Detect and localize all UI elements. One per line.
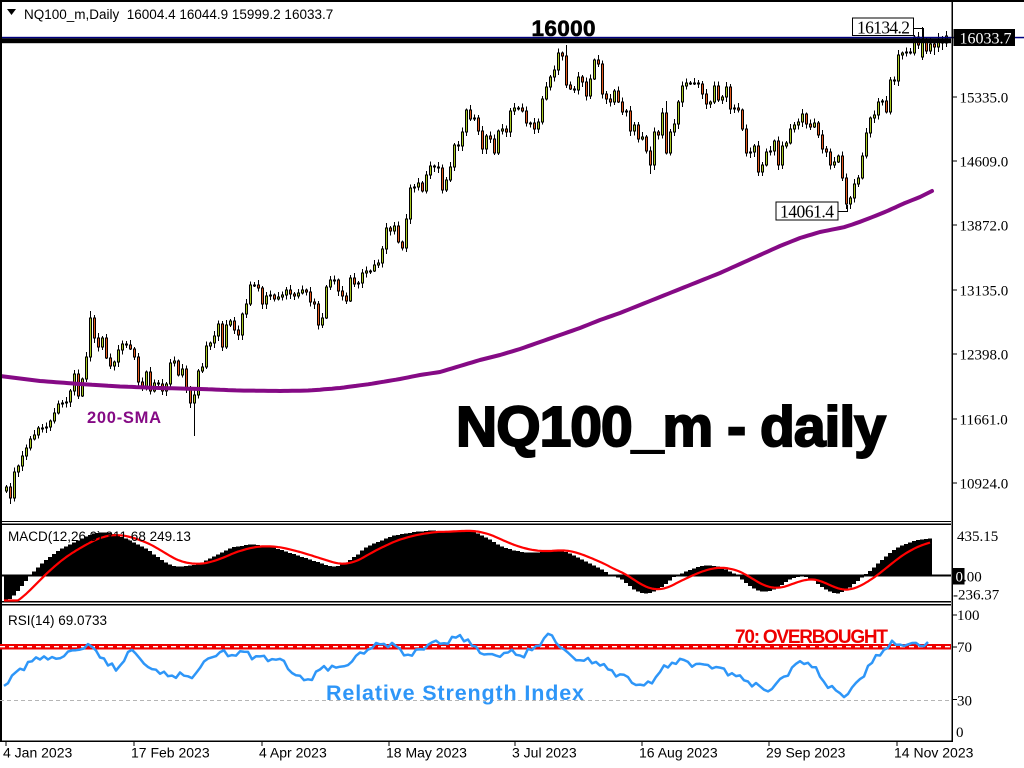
svg-text:4 Apr 2023: 4 Apr 2023 <box>259 745 327 761</box>
svg-text:12398.0: 12398.0 <box>960 347 1009 363</box>
svg-text:435.15: 435.15 <box>957 529 998 545</box>
svg-text:RSI(14) 69.0733: RSI(14) 69.0733 <box>8 613 107 628</box>
svg-text:14609.0: 14609.0 <box>960 154 1009 170</box>
svg-text:16134.2: 16134.2 <box>857 18 910 38</box>
svg-text:29 Sep 2023: 29 Sep 2023 <box>766 745 846 761</box>
svg-text:18 May 2023: 18 May 2023 <box>386 745 467 761</box>
svg-text:30: 30 <box>957 694 972 710</box>
svg-text:NQ100_m,Daily 16004.4 16044.9: NQ100_m,Daily 16004.4 16044.9 15999.2 16… <box>24 7 333 22</box>
svg-text:0: 0 <box>956 725 964 741</box>
svg-text:NQ100_m - daily: NQ100_m - daily <box>456 395 886 459</box>
svg-text:17 Feb 2023: 17 Feb 2023 <box>131 745 210 761</box>
svg-text:.00: .00 <box>963 570 982 586</box>
svg-text:14061.4: 14061.4 <box>780 202 834 222</box>
svg-text:-236.37: -236.37 <box>953 588 1000 604</box>
svg-text:16 Aug 2023: 16 Aug 2023 <box>639 745 718 761</box>
svg-text:10924.0: 10924.0 <box>960 476 1009 492</box>
svg-text:0: 0 <box>956 570 964 586</box>
svg-text:3 Jul 2023: 3 Jul 2023 <box>512 745 577 761</box>
svg-text:13872.0: 13872.0 <box>960 218 1009 234</box>
svg-text:200-SMA: 200-SMA <box>87 409 161 427</box>
svg-text:16033.7: 16033.7 <box>960 30 1012 47</box>
svg-text:11661.0: 11661.0 <box>960 412 1008 428</box>
svg-text:Relative Strength Index: Relative Strength Index <box>326 681 584 705</box>
svg-text:100: 100 <box>957 608 980 624</box>
svg-text:70: OVERBOUGHT: 70: OVERBOUGHT <box>735 627 888 648</box>
svg-text:16000: 16000 <box>532 16 596 41</box>
svg-text:4 Jan 2023: 4 Jan 2023 <box>3 745 72 761</box>
svg-text:70: 70 <box>957 640 972 656</box>
svg-text:MACD(12,26,9) 311.68 249.13: MACD(12,26,9) 311.68 249.13 <box>8 529 191 544</box>
svg-text:13135.0: 13135.0 <box>960 283 1009 299</box>
svg-text:15335.0: 15335.0 <box>960 90 1009 106</box>
svg-text:14 Nov 2023: 14 Nov 2023 <box>894 745 974 761</box>
